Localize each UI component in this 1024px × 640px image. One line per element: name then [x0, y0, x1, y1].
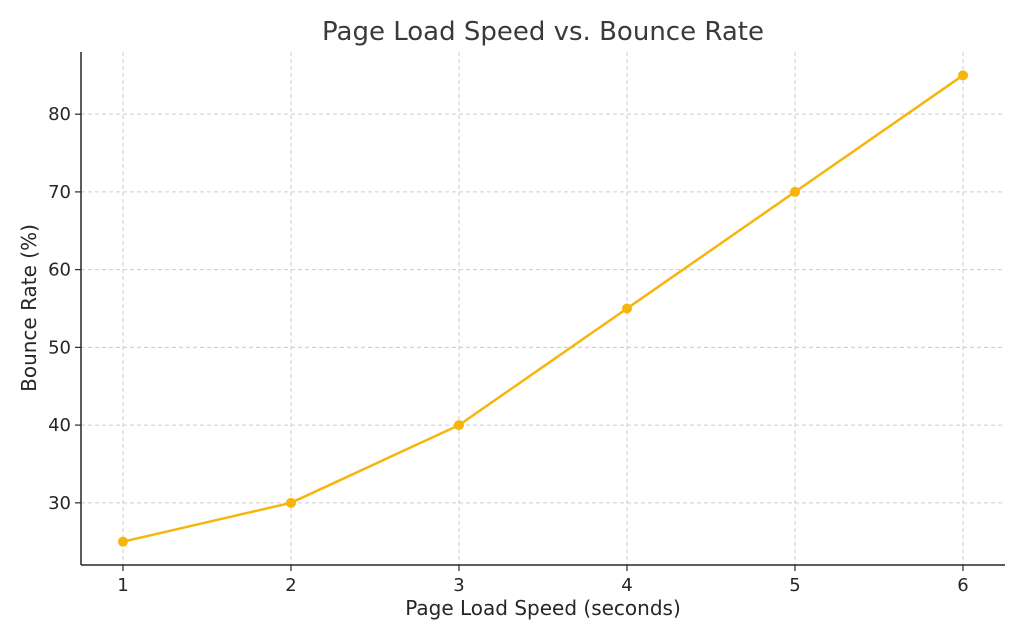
x-axis-label: Page Load Speed (seconds) [405, 596, 681, 620]
x-tick-label: 4 [621, 575, 632, 596]
data-point [622, 303, 632, 314]
data-point [286, 497, 296, 508]
chart-title: Page Load Speed vs. Bounce Rate [322, 17, 764, 47]
y-tick-label: 70 [48, 182, 71, 203]
x-tick-label: 2 [285, 575, 296, 596]
x-tick-label: 6 [957, 575, 968, 596]
y-tick-label: 40 [48, 415, 71, 436]
data-point [454, 420, 464, 431]
y-axis-label: Bounce Rate (%) [17, 224, 41, 392]
axes [80, 52, 1005, 566]
ticks: 1 2 3 4 5 6 30 40 50 60 70 80 [48, 104, 969, 596]
x-tick-label: 1 [117, 575, 128, 596]
x-tick-label: 3 [453, 575, 464, 596]
y-tick-label: 80 [48, 104, 71, 125]
series-line [122, 74, 964, 543]
y-tick-label: 50 [48, 337, 71, 358]
data-point [118, 536, 128, 547]
y-tick-label: 30 [48, 493, 71, 514]
x-tick-label: 5 [789, 575, 800, 596]
grid [81, 52, 1005, 565]
data-point [790, 186, 800, 197]
data-point [958, 70, 968, 81]
y-tick-label: 60 [48, 260, 71, 281]
series [118, 70, 968, 547]
